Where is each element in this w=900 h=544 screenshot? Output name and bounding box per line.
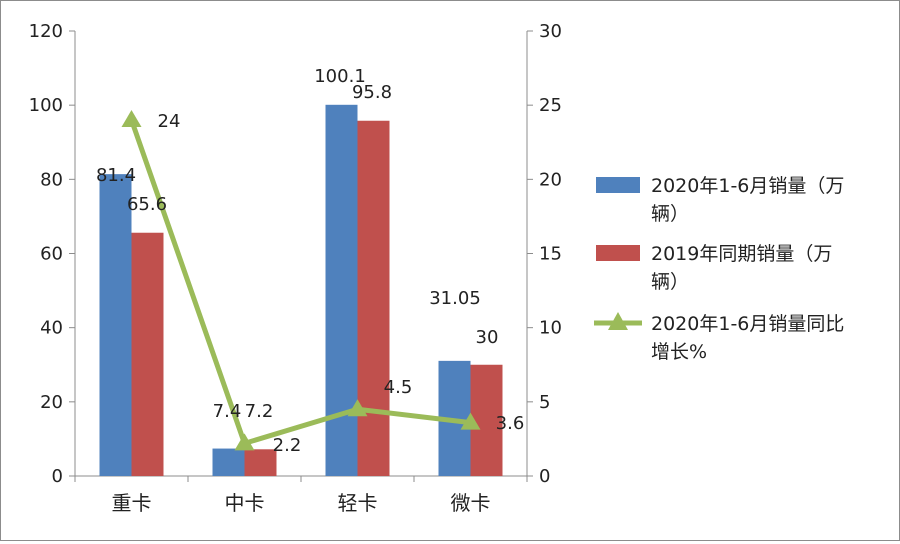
legend-label-continued: 增长% xyxy=(651,341,707,363)
axes-group: 0 20 40 60 80 100 120 0 5 10 15 20 25 30 重卡 中卡 轻卡 微卡 xyxy=(29,21,562,515)
legend-swatch-marker xyxy=(608,312,628,330)
growth-data-label: 2.2 xyxy=(273,435,302,456)
category-label: 中卡 xyxy=(225,491,265,515)
category-label: 微卡 xyxy=(451,491,491,515)
bar-data-label: 65.6 xyxy=(127,194,167,215)
legend-label: 2020年1-6月销量同比 xyxy=(651,313,844,335)
bar-sales-2019 xyxy=(470,364,503,476)
bar-data-label: 7.2 xyxy=(245,401,274,422)
bar-sales-2019 xyxy=(244,449,277,476)
legend-label-continued: 辆） xyxy=(651,203,689,225)
growth-data-label: 4.5 xyxy=(384,377,413,398)
bar-sales-2019 xyxy=(357,120,390,476)
left-tick-label: 80 xyxy=(40,169,63,190)
category-label: 轻卡 xyxy=(338,491,378,515)
bar-data-label: 7.4 xyxy=(213,401,242,422)
right-tick-label: 10 xyxy=(539,318,562,339)
bar-sales-2019 xyxy=(131,232,164,476)
growth-data-label: 3.6 xyxy=(496,413,525,434)
legend-label: 2020年1-6月销量（万 xyxy=(651,175,844,197)
bar-data-label: 95.8 xyxy=(352,82,392,103)
growth-data-label: 24 xyxy=(158,111,181,132)
line-group xyxy=(121,110,481,451)
right-tick-label: 25 xyxy=(539,95,562,116)
left-tick-label: 0 xyxy=(52,466,63,487)
left-tick-label: 120 xyxy=(29,21,63,42)
growth-point-marker xyxy=(460,412,481,430)
growth-point-marker xyxy=(121,110,142,127)
legend-label-continued: 辆） xyxy=(651,271,689,293)
legend: 2020年1-6月销量（万辆） 2019年同期销量（万辆） 2020年1-6月销量同… xyxy=(594,175,844,363)
left-tick-label: 60 xyxy=(40,244,63,265)
left-tick-label: 40 xyxy=(40,318,63,339)
bar-sales-2020 xyxy=(99,174,132,476)
legend-swatch-bar xyxy=(596,177,640,193)
right-tick-label: 5 xyxy=(539,392,550,413)
growth-point-marker xyxy=(347,399,368,417)
right-tick-label: 30 xyxy=(539,21,562,42)
legend-label: 2019年同期销量（万 xyxy=(651,243,832,265)
category-label: 重卡 xyxy=(112,491,152,515)
bar-sales-2020 xyxy=(212,448,245,476)
bar-data-label: 81.4 xyxy=(96,165,136,186)
left-tick-label: 100 xyxy=(29,95,63,116)
right-tick-label: 0 xyxy=(539,466,550,487)
right-tick-label: 15 xyxy=(539,244,562,265)
right-tick-label: 20 xyxy=(539,169,562,190)
bar-data-label: 30 xyxy=(476,327,499,348)
legend-swatch-bar xyxy=(596,245,640,261)
data-labels-group: 81.4 7.4 100.1 31.05 65.6 7.2 95.8 30 24 2.2 4.5 3.… xyxy=(96,66,524,456)
bar-data-label: 100.1 xyxy=(314,66,366,87)
growth-point-marker xyxy=(234,433,255,451)
bar-sales-2020 xyxy=(325,104,358,476)
left-tick-label: 20 xyxy=(40,392,63,413)
growth-line xyxy=(129,119,471,446)
bar-data-label: 31.05 xyxy=(429,288,481,309)
